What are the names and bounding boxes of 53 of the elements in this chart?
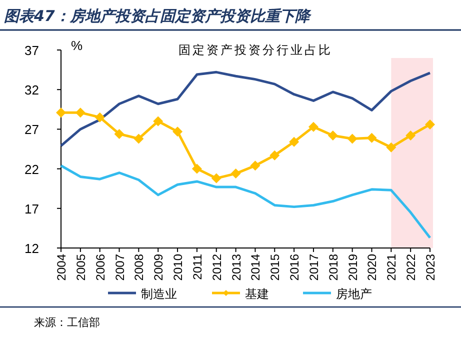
x-tick-label: 2011 xyxy=(190,254,204,280)
x-tick-label: 2016 xyxy=(288,254,302,281)
point xyxy=(211,173,222,184)
legend-label: 制造业 xyxy=(141,287,177,301)
legend-label: 房地产 xyxy=(336,287,372,301)
point xyxy=(56,108,66,118)
y-tick-label: 27 xyxy=(24,122,39,138)
point xyxy=(114,128,124,139)
y-tick-label: 37 xyxy=(24,43,39,58)
x-tick-label: 2021 xyxy=(384,254,399,281)
y-tick-label: 32 xyxy=(24,82,39,98)
point xyxy=(250,160,260,171)
x-tick-label: 2015 xyxy=(268,254,282,281)
x-tick-label: 2020 xyxy=(365,254,380,281)
chart-title: 图表47：房地产投资占固定资产投资比重下降 xyxy=(4,7,312,25)
x-tick-label: 2019 xyxy=(346,254,360,281)
x-tick-label: 2007 xyxy=(112,254,127,281)
x-tick-label: 2017 xyxy=(306,254,321,281)
x-tick-label: 2008 xyxy=(132,254,146,281)
point xyxy=(289,136,300,147)
point xyxy=(347,134,358,144)
point xyxy=(270,150,280,160)
y-axis-title: % xyxy=(71,38,83,53)
point xyxy=(172,126,183,137)
x-tick-label: 2006 xyxy=(93,254,108,281)
x-tick-label: 2014 xyxy=(248,254,263,281)
y-tick-label: 22 xyxy=(24,162,39,177)
point xyxy=(425,119,435,130)
x-tick-label: 2009 xyxy=(152,254,166,281)
y-tick-label: 12 xyxy=(24,241,39,256)
x-tick-label: 2023 xyxy=(424,254,438,281)
point xyxy=(134,134,144,144)
x-tick-label: 2004 xyxy=(54,254,68,281)
source-note: 来源：工信部 xyxy=(34,316,100,329)
point xyxy=(153,116,164,126)
x-tick-label: 2005 xyxy=(74,254,88,281)
point xyxy=(75,108,86,118)
x-tick-label: 2013 xyxy=(229,254,244,281)
x-tick-label: 2010 xyxy=(171,254,186,281)
point xyxy=(386,142,396,152)
x-tick-label: 2018 xyxy=(326,254,340,281)
x-tick-label: 2022 xyxy=(404,254,418,281)
point xyxy=(328,130,338,141)
chart-subtitle: 固定资产投资分行业占比 xyxy=(178,43,332,57)
point xyxy=(94,112,105,122)
point xyxy=(308,122,318,132)
point xyxy=(230,168,241,179)
y-tick-label: 17 xyxy=(24,201,39,216)
point xyxy=(406,130,416,141)
point xyxy=(192,164,202,174)
legend-label: 基建 xyxy=(245,287,269,301)
point xyxy=(366,132,377,143)
x-tick-label: 2012 xyxy=(210,254,224,281)
